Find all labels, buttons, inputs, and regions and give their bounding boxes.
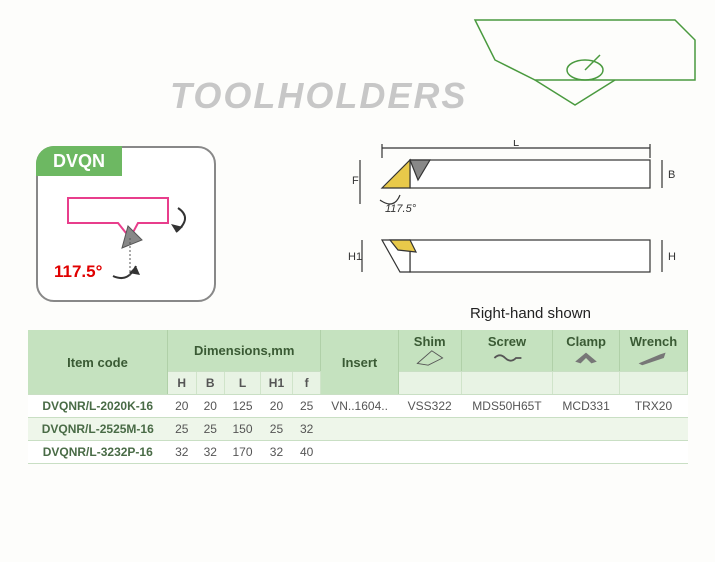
cell-shim xyxy=(398,418,461,441)
table-row: DVQNR/L-3232P-1632321703240 xyxy=(28,441,688,464)
cell-f: 32 xyxy=(292,418,321,441)
shim-icon xyxy=(412,349,448,367)
cell-L: 125 xyxy=(225,395,261,418)
cell-insert xyxy=(321,418,398,441)
svg-text:L: L xyxy=(513,140,519,149)
table-row: DVQNR/L-2020K-1620201252025VN..1604..VSS… xyxy=(28,395,688,418)
cell-clamp: MCD331 xyxy=(553,395,620,418)
technical-diagram: L F B 117.5° H1 H xyxy=(340,140,680,310)
cell-H1: 25 xyxy=(261,418,293,441)
angle-label: 117.5° xyxy=(54,262,102,282)
cell-code: DVQNR/L-2525M-16 xyxy=(28,418,167,441)
cell-code: DVQNR/L-2020K-16 xyxy=(28,395,167,418)
col-clamp: Clamp xyxy=(553,330,620,372)
cell-code: DVQNR/L-3232P-16 xyxy=(28,441,167,464)
svg-text:B: B xyxy=(668,169,675,181)
cell-f: 25 xyxy=(292,395,321,418)
spec-table: Item code Dimensions,mm Insert Shim Scre… xyxy=(28,330,688,464)
cell-clamp xyxy=(553,418,620,441)
cell-f: 40 xyxy=(292,441,321,464)
col-screw: Screw xyxy=(461,330,553,372)
cell-clamp xyxy=(553,441,620,464)
col-L: L xyxy=(225,372,261,395)
cell-H: 20 xyxy=(167,395,196,418)
cell-insert xyxy=(321,441,398,464)
clamp-icon xyxy=(568,349,604,367)
wrench-icon xyxy=(635,349,671,367)
col-H: H xyxy=(167,372,196,395)
svg-text:F: F xyxy=(352,175,359,187)
cell-screw xyxy=(461,418,553,441)
cell-wrench: TRX20 xyxy=(619,395,687,418)
cell-screw xyxy=(461,441,553,464)
svg-text:117.5°: 117.5° xyxy=(385,203,417,215)
cell-H: 32 xyxy=(167,441,196,464)
cell-H1: 32 xyxy=(261,441,293,464)
cell-shim: VSS322 xyxy=(398,395,461,418)
cell-B: 20 xyxy=(196,395,225,418)
col-shim: Shim xyxy=(398,330,461,372)
screw-icon xyxy=(489,349,525,367)
cell-L: 150 xyxy=(225,418,261,441)
cell-wrench xyxy=(619,441,687,464)
cell-screw: MDS50H65T xyxy=(461,395,553,418)
col-H1: H1 xyxy=(261,372,293,395)
cell-shim xyxy=(398,441,461,464)
product-box: DVQN 117.5° xyxy=(36,146,216,302)
cell-L: 170 xyxy=(225,441,261,464)
col-B: B xyxy=(196,372,225,395)
svg-text:H: H xyxy=(668,251,676,263)
cell-B: 25 xyxy=(196,418,225,441)
col-f: f xyxy=(292,372,321,395)
col-wrench: Wrench xyxy=(619,330,687,372)
cell-B: 32 xyxy=(196,441,225,464)
col-itemcode: Item code xyxy=(28,330,167,395)
table-row: DVQNR/L-2525M-1625251502532 xyxy=(28,418,688,441)
page-title: TOOLHOLDERS xyxy=(170,75,467,117)
header-illustration xyxy=(435,0,715,120)
cell-H: 25 xyxy=(167,418,196,441)
col-dimensions: Dimensions,mm xyxy=(167,330,320,372)
cell-H1: 20 xyxy=(261,395,293,418)
product-code-tag: DVQN xyxy=(36,146,122,176)
col-insert: Insert xyxy=(321,330,398,395)
rh-shown-label: Right-hand shown xyxy=(470,305,591,322)
cell-insert: VN..1604.. xyxy=(321,395,398,418)
cell-wrench xyxy=(619,418,687,441)
svg-text:H1: H1 xyxy=(348,251,362,263)
